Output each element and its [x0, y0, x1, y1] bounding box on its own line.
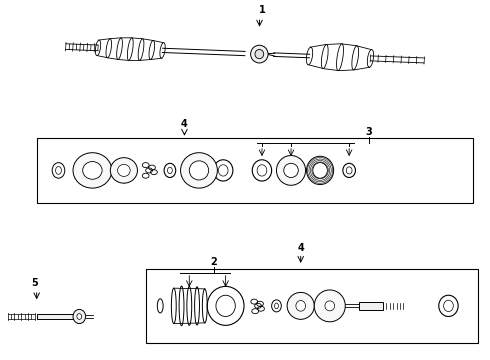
- Ellipse shape: [83, 162, 102, 179]
- Ellipse shape: [77, 314, 82, 319]
- Text: 5: 5: [31, 278, 38, 288]
- Ellipse shape: [181, 153, 218, 188]
- Text: 4: 4: [181, 119, 188, 129]
- Ellipse shape: [313, 163, 327, 178]
- Text: 2: 2: [210, 257, 217, 267]
- Ellipse shape: [314, 290, 345, 322]
- Ellipse shape: [284, 163, 298, 177]
- Bar: [359, 302, 383, 310]
- Ellipse shape: [73, 153, 112, 188]
- Ellipse shape: [307, 156, 334, 185]
- Ellipse shape: [287, 292, 314, 319]
- Ellipse shape: [255, 49, 264, 59]
- Ellipse shape: [250, 45, 268, 63]
- Ellipse shape: [325, 301, 335, 311]
- Ellipse shape: [276, 156, 306, 185]
- Ellipse shape: [118, 165, 130, 176]
- Ellipse shape: [110, 158, 138, 183]
- Bar: [146, 269, 478, 343]
- Text: 4: 4: [297, 243, 304, 253]
- Text: 3: 3: [365, 127, 372, 137]
- Ellipse shape: [73, 309, 86, 324]
- Ellipse shape: [296, 301, 306, 311]
- Bar: [37, 314, 74, 319]
- Text: 1: 1: [259, 5, 265, 15]
- Ellipse shape: [189, 161, 209, 180]
- Bar: [37, 138, 473, 203]
